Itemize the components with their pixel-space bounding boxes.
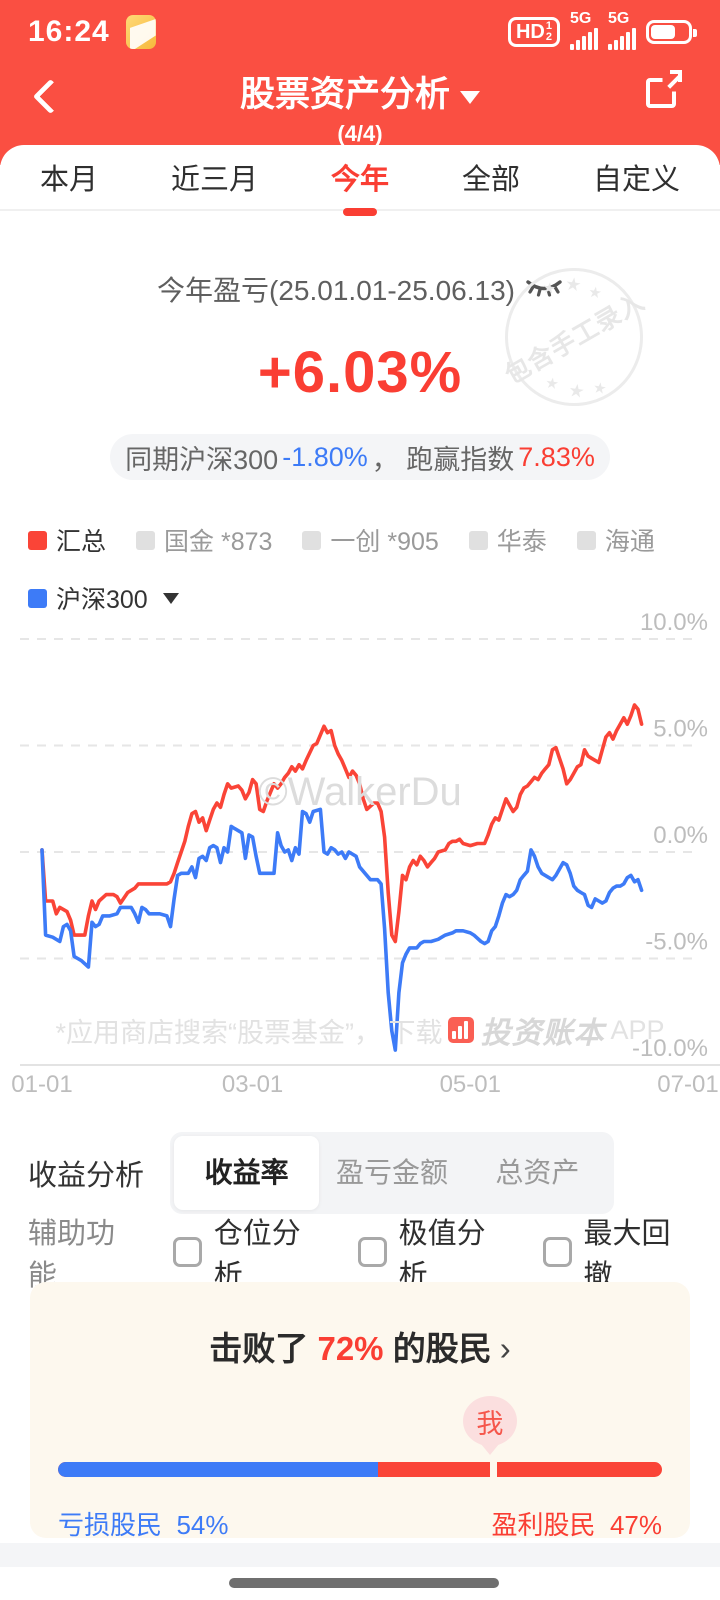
benchmark-pill: 同期沪深300 -1.80% ， 跑赢指数 7.83% <box>110 434 610 480</box>
checkbox-max-drawdown[interactable]: 最大回撤 <box>543 1210 692 1294</box>
metric-segmented-control: 收益率 盈亏金额 总资产 <box>170 1132 615 1214</box>
total-return-value: +6.03% <box>257 340 463 405</box>
legend-swatch <box>468 530 488 550</box>
segment-return-rate[interactable]: 收益率 <box>174 1136 320 1210</box>
outperform-value: 7.83% <box>518 441 595 472</box>
beat-percentile-card[interactable]: 击败了 72% 的股民 › 我 亏损股民 54% 盈利股民 47% <box>30 1282 690 1540</box>
performance-chart[interactable]: 10.0% 5.0% 0.0% -5.0% -10.0% 01-01 03-01 05-01 0… <box>0 600 720 1120</box>
bottom-band <box>0 1543 720 1567</box>
legend-swatch <box>28 530 47 550</box>
segment-total-assets[interactable]: 总资产 <box>495 1157 580 1188</box>
tab-custom[interactable]: 自定义 <box>592 164 680 196</box>
loss-segment <box>58 1462 379 1477</box>
svg-text:-10.0%: -10.0% <box>632 1035 708 1062</box>
period-label: 今年盈亏(25.01.01-25.06.13) <box>157 275 515 306</box>
svg-text:03-01: 03-01 <box>222 1071 283 1098</box>
tab-this-year[interactable]: 今年 <box>327 146 393 208</box>
share-button[interactable] <box>646 70 682 108</box>
legend-swatch <box>576 530 596 550</box>
legend-dropdown-caret-icon <box>162 592 179 604</box>
legend-item-guojin[interactable]: 国金 *873 <box>136 522 272 558</box>
beat-value: 72% <box>317 1330 384 1367</box>
legend-swatch <box>302 530 322 550</box>
home-indicator[interactable] <box>229 1578 499 1588</box>
tab-all[interactable]: 全部 <box>461 164 520 196</box>
legend-item-huatai[interactable]: 华泰 <box>468 522 547 558</box>
page-title[interactable]: 股票资产分析 <box>239 75 450 114</box>
svg-text:-5.0%: -5.0% <box>645 929 708 956</box>
legend-item-yichuang[interactable]: 一创 *905 <box>302 522 439 558</box>
period-tabs: 本月 近三月 今年 全部 自定义 <box>0 145 720 211</box>
checkbox-extreme-analysis[interactable]: 极值分析 <box>358 1210 507 1294</box>
profit-investors-label: 盈利股民 47% <box>491 1510 662 1540</box>
svg-text:10.0%: 10.0% <box>640 609 708 636</box>
benchmark-label: 同期沪深300 <box>125 444 279 475</box>
svg-text:5.0%: 5.0% <box>653 716 708 743</box>
distribution-bar <box>58 1462 662 1477</box>
my-position-notch <box>489 1462 497 1477</box>
title-dropdown-caret-icon[interactable] <box>460 91 480 104</box>
tab-last-3-months[interactable]: 近三月 <box>170 164 258 196</box>
svg-text:05-01: 05-01 <box>440 1071 501 1098</box>
legend-item-haitong[interactable]: 海通 <box>576 522 655 558</box>
checkbox-position-analysis[interactable]: 仓位分析 <box>173 1210 322 1294</box>
legend-swatch <box>136 530 156 550</box>
line-chart-canvas: 10.0% 5.0% 0.0% -5.0% -10.0% 01-01 03-01 05-01 0… <box>11 609 720 1098</box>
tab-current-month[interactable]: 本月 <box>40 164 99 196</box>
legend-swatch <box>28 588 47 608</box>
nav-row: 股票资产分析 (4/4) <box>0 60 720 146</box>
legend-item-hs300[interactable]: 沪深300 <box>28 580 179 616</box>
note-icon <box>125 15 156 49</box>
analysis-label: 收益分析 <box>28 1160 145 1192</box>
beat-title[interactable]: 击败了 72% 的股民 › <box>209 1330 511 1367</box>
chart-legend: 汇总 国金 *873 一创 *905 华泰 海通 沪深300 <box>0 522 720 616</box>
checkbox-icon <box>543 1237 572 1267</box>
legend-item-huizong[interactable]: 汇总 <box>28 522 106 558</box>
outperform-label: ， 跑赢指数 <box>371 444 515 475</box>
svg-text:01-01: 01-01 <box>11 1071 72 1098</box>
svg-text:0.0%: 0.0% <box>653 822 708 849</box>
clock: 16:24 <box>28 15 110 48</box>
segment-pl-amount[interactable]: 盈亏金额 <box>336 1157 449 1188</box>
battery-icon <box>646 20 697 44</box>
checkbox-icon <box>173 1237 202 1267</box>
signal-1-icon: 5G <box>570 10 598 50</box>
signal-2-icon: 5G <box>608 10 636 50</box>
eye-closed-icon[interactable] <box>525 277 563 301</box>
checkbox-icon <box>358 1237 387 1267</box>
benchmark-value: -1.80% <box>282 441 368 472</box>
svg-text:07-01: 07-01 <box>657 1071 718 1098</box>
page-indicator: (4/4) <box>337 121 383 146</box>
my-position-marker: 我 <box>462 1396 517 1446</box>
loss-investors-label: 亏损股民 54% <box>58 1510 229 1540</box>
chevron-right-icon: › <box>499 1330 511 1367</box>
